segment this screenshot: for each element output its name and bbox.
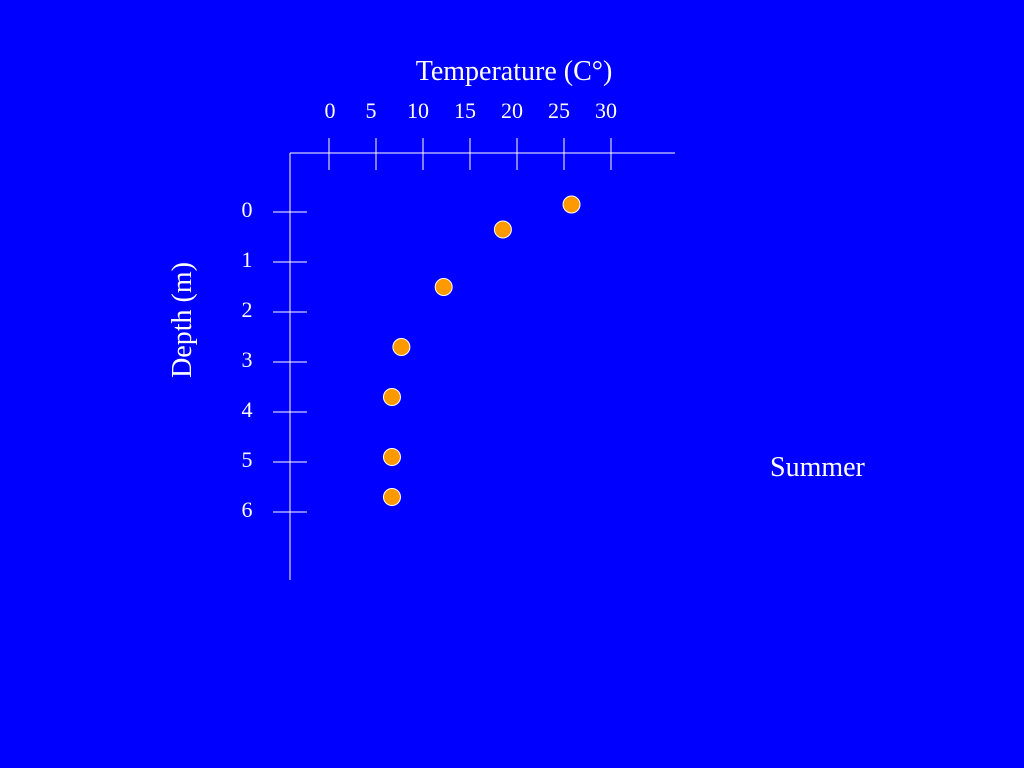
- season-label: Summer: [770, 452, 865, 483]
- data-point: [392, 338, 411, 356]
- y-tick-label: 1: [242, 247, 253, 272]
- y-tick-label: 5: [242, 447, 253, 472]
- y-tick-label: 4: [242, 397, 253, 422]
- data-point: [382, 448, 401, 466]
- x-tick-label: 5: [366, 98, 377, 123]
- y-axis-title: Depth (m): [167, 262, 198, 378]
- x-tick-label: 30: [595, 98, 617, 123]
- y-ticks-group: 0 1 2 3 4 5 6: [242, 197, 307, 522]
- x-tick-label: 15: [454, 98, 476, 123]
- data-point: [434, 278, 453, 296]
- y-tick-label: 2: [242, 297, 253, 322]
- y-tick-label: 3: [242, 347, 253, 372]
- x-tick-label: 20: [501, 98, 523, 123]
- data-point: [493, 220, 512, 239]
- data-points-group: [382, 195, 581, 506]
- data-point: [382, 388, 401, 406]
- data-point: [562, 195, 581, 214]
- x-tick-label: 0: [325, 98, 336, 123]
- y-tick-label: 6: [242, 497, 253, 522]
- x-tick-label: 25: [548, 98, 570, 123]
- x-axis-title: Temperature (C°): [416, 56, 613, 87]
- x-ticks-group: 0 5 10 15 20 25 30: [325, 98, 617, 170]
- y-tick-label: 0: [242, 197, 253, 222]
- data-point: [382, 488, 401, 506]
- x-tick-label: 10: [407, 98, 429, 123]
